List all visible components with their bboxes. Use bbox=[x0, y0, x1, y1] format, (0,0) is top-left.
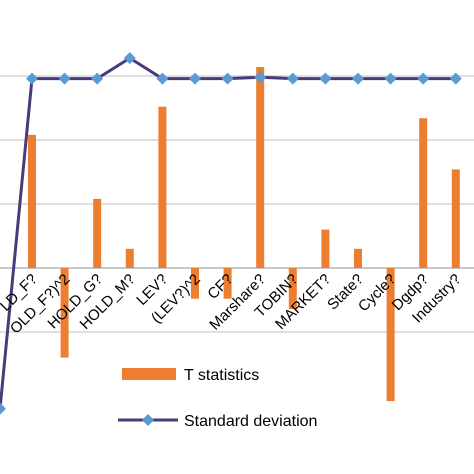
marker-(HOLD_F?)^2 bbox=[58, 72, 71, 85]
bar-State? bbox=[354, 248, 362, 268]
gridlines bbox=[0, 75, 474, 333]
legend: T statistics Standard deviation bbox=[118, 367, 317, 430]
bar-CF? bbox=[223, 268, 232, 299]
legend-standard-deviation-marker bbox=[142, 414, 154, 426]
bar-HOLD_F? bbox=[28, 134, 36, 268]
bar-HOLD_M? bbox=[125, 248, 134, 268]
bar-TOBIN? bbox=[288, 268, 297, 309]
marker-(LEV?)^2 bbox=[189, 72, 201, 85]
bar-Cycle? bbox=[386, 268, 395, 402]
bar-Marshare? bbox=[256, 67, 265, 268]
marker-HOLD_G? bbox=[91, 72, 104, 85]
marker-MARKET? bbox=[319, 72, 332, 85]
marker-State? bbox=[352, 72, 364, 85]
bar-MARKET? bbox=[321, 229, 330, 268]
bar-Dgdp? bbox=[419, 118, 428, 269]
bar-(LEV?)^2 bbox=[191, 268, 199, 299]
legend-t-statistics-label: T statistics bbox=[184, 367, 259, 384]
bar-LEV? bbox=[158, 106, 167, 268]
marker-TOBIN? bbox=[286, 72, 299, 85]
marker-lead-in bbox=[0, 402, 6, 415]
marker-HOLD_M? bbox=[123, 52, 136, 65]
marker-LEV? bbox=[156, 72, 169, 85]
bar-HOLD_G? bbox=[93, 198, 102, 268]
bar-(HOLD_F?)^2 bbox=[60, 268, 69, 358]
marker-HOLD_F? bbox=[26, 72, 38, 85]
legend-standard-deviation-label: Standard deviation bbox=[184, 413, 317, 430]
standard-deviation-line bbox=[0, 52, 462, 415]
marker-Marshare? bbox=[254, 71, 267, 84]
marker-CF? bbox=[221, 72, 234, 85]
marker-Dgdp? bbox=[417, 72, 430, 85]
category-labels: LD_F?OLD_F?)^2HOLD_G?HOLD_M?LEV?(LEV?)^2… bbox=[0, 271, 465, 338]
marker-Industry? bbox=[449, 72, 462, 85]
marker-Cycle? bbox=[384, 72, 397, 85]
t-statistics-bars bbox=[28, 67, 460, 402]
legend-t-statistics-swatch bbox=[122, 368, 176, 380]
bar-Industry? bbox=[451, 169, 460, 268]
